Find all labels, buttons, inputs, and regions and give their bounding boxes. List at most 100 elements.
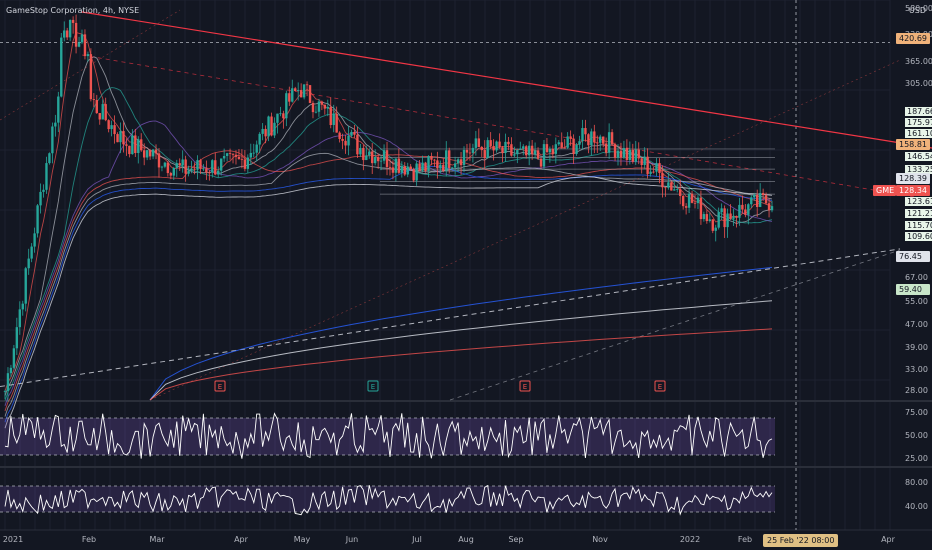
candle-body bbox=[320, 101, 324, 105]
candle-body bbox=[273, 122, 276, 136]
candle-body bbox=[77, 42, 81, 47]
candle-body bbox=[80, 34, 84, 43]
ticker-tag: GME bbox=[873, 185, 896, 196]
price-level-label: 187.66 bbox=[905, 107, 932, 116]
candle-body bbox=[462, 149, 466, 166]
rsi-line bbox=[4, 412, 773, 459]
candle-body bbox=[714, 227, 717, 231]
candle-body bbox=[33, 233, 36, 247]
candle-body bbox=[480, 146, 483, 151]
candle-body bbox=[294, 88, 297, 92]
cursor-time-label: 25 Feb '22 08:00 bbox=[763, 534, 839, 547]
candle-body bbox=[71, 19, 75, 23]
candle-body bbox=[314, 111, 318, 113]
candle-body bbox=[678, 189, 682, 197]
candle-body bbox=[140, 139, 143, 151]
oscillator-panel bbox=[0, 484, 775, 516]
candle-body bbox=[427, 156, 430, 171]
candle-body bbox=[465, 149, 469, 153]
candle-body bbox=[68, 19, 72, 38]
candle-body bbox=[285, 93, 288, 119]
candle-body bbox=[563, 147, 566, 149]
candle-body bbox=[602, 136, 605, 144]
earnings-badge-text: E bbox=[523, 383, 527, 391]
earnings-badge bbox=[214, 380, 226, 392]
osc-line bbox=[4, 484, 773, 516]
candle-body bbox=[729, 213, 732, 219]
candle-body bbox=[394, 158, 398, 173]
candle-body bbox=[676, 189, 679, 191]
candle-body bbox=[439, 164, 442, 169]
candle-body bbox=[376, 156, 380, 162]
candle-body bbox=[536, 150, 540, 159]
earnings-event-marker: E bbox=[519, 380, 531, 392]
dashed-trendline bbox=[449, 249, 901, 401]
candle-body bbox=[643, 156, 646, 165]
candle-body bbox=[468, 152, 472, 154]
price-level-label: 133.25 bbox=[905, 165, 932, 174]
rsi-panel bbox=[0, 412, 775, 459]
moving-average-line bbox=[4, 152, 773, 417]
candle-body bbox=[217, 170, 220, 175]
price-level-label: 123.61 bbox=[905, 197, 932, 206]
candle-body bbox=[240, 158, 244, 160]
candle-body bbox=[661, 172, 664, 188]
candle-body bbox=[101, 104, 104, 120]
candle-body bbox=[296, 90, 300, 92]
candle-body bbox=[128, 145, 131, 155]
candle-body bbox=[738, 204, 741, 218]
candle-body bbox=[557, 142, 560, 145]
candle-body bbox=[92, 99, 96, 100]
osc-tick: 80.00 bbox=[905, 478, 928, 487]
candle-body bbox=[673, 189, 676, 191]
earnings-badge-text: E bbox=[371, 383, 375, 391]
candle-body bbox=[442, 164, 445, 171]
candle-body bbox=[604, 143, 608, 153]
candle-body bbox=[329, 106, 332, 126]
candle-body bbox=[649, 171, 652, 174]
price-tick: 67.00 bbox=[905, 273, 928, 282]
candle-body bbox=[584, 128, 587, 135]
candle-body bbox=[54, 122, 57, 127]
candle-body bbox=[9, 367, 13, 374]
candle-body bbox=[471, 147, 475, 153]
candle-body bbox=[36, 205, 39, 234]
candle-body bbox=[418, 163, 421, 171]
candle-body bbox=[196, 160, 199, 170]
candle-body bbox=[299, 90, 303, 98]
candle-body bbox=[527, 145, 531, 156]
candle-body bbox=[507, 141, 510, 145]
moving-average-line bbox=[4, 176, 773, 429]
candle-body bbox=[741, 204, 744, 210]
candle-body bbox=[98, 113, 101, 120]
price-level-label: 161.10 bbox=[905, 129, 932, 138]
candle-body bbox=[696, 197, 700, 204]
candle-body bbox=[631, 149, 635, 162]
candle-body bbox=[569, 136, 572, 139]
moving-average-line bbox=[4, 31, 773, 392]
candle-body bbox=[261, 128, 264, 134]
candle-body bbox=[137, 139, 140, 154]
candle-body bbox=[30, 246, 33, 259]
candle-body bbox=[353, 131, 356, 135]
candle-body bbox=[664, 187, 667, 189]
price-marker-label: 420.69 bbox=[896, 33, 930, 44]
candle-body bbox=[690, 193, 694, 203]
candle-body bbox=[214, 160, 217, 175]
candle-body bbox=[492, 146, 495, 151]
candle-body bbox=[530, 145, 534, 155]
candle-body bbox=[356, 134, 359, 155]
candle-body bbox=[160, 166, 164, 168]
candle-body bbox=[400, 166, 404, 173]
candle-body bbox=[628, 149, 632, 160]
candle-body bbox=[616, 150, 620, 158]
candle-body bbox=[445, 150, 448, 171]
earnings-badge bbox=[519, 380, 531, 392]
candle-body bbox=[554, 144, 558, 154]
candle-body bbox=[525, 146, 528, 156]
candle-body bbox=[116, 134, 119, 143]
candle-body bbox=[456, 159, 460, 164]
time-tick: Mar bbox=[149, 535, 165, 544]
candle-body bbox=[551, 148, 555, 154]
